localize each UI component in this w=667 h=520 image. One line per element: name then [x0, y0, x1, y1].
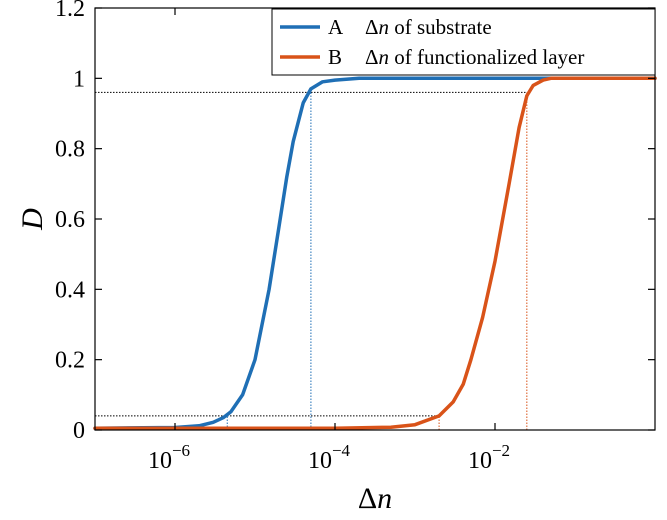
reference-lines — [95, 91, 528, 430]
series-line-B — [93, 76, 657, 430]
legend-description-A: Δn of substrate — [365, 15, 492, 39]
y-tick-label: 0.8 — [55, 137, 85, 163]
axis-tick-labels: 10−6 10−4 10−2 0 0.2 0.4 0.6 0.8 1 1.2 — [55, 0, 510, 474]
legend-label-B: B — [328, 45, 342, 69]
x-axis-title-var: n — [377, 482, 392, 515]
y-tick-label: 0.6 — [55, 207, 85, 233]
x-tick-label: 10−4 — [308, 441, 351, 474]
x-axis-title: Δn — [358, 482, 392, 515]
x-tick-label: 10−6 — [148, 441, 190, 474]
y-tick-label: 0.2 — [55, 348, 85, 374]
legend-label-A: A — [328, 15, 344, 39]
legend-box — [271, 8, 656, 76]
y-tick-label: 1.2 — [55, 0, 85, 22]
axis-ticks — [95, 7, 655, 431]
y-tick-label: 1 — [73, 66, 85, 92]
legend-description-B: Δn of functionalized layer — [365, 45, 584, 69]
series-line-A — [93, 76, 657, 430]
x-tick-label: 10−2 — [468, 441, 510, 474]
legend: A Δn of substrate B Δn of functionalized la… — [271, 8, 656, 76]
x-axis-title-symbol: Δ — [358, 482, 377, 515]
y-tick-label: 0 — [73, 418, 85, 444]
y-axis-title: D — [16, 208, 49, 231]
y-tick-label: 0.4 — [55, 277, 85, 303]
series-lines — [93, 76, 657, 430]
